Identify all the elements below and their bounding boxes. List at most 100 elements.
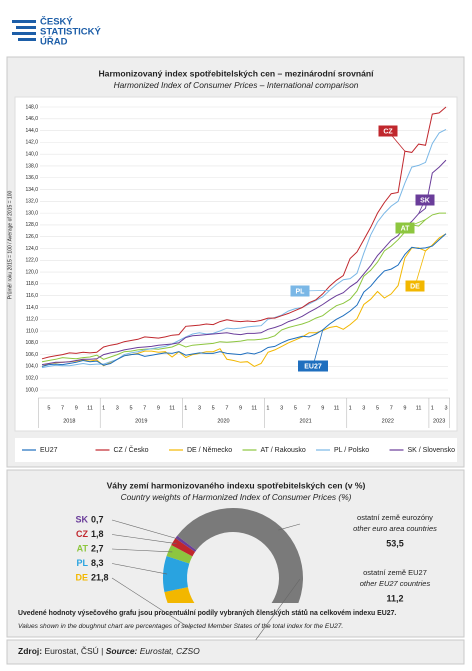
donut: [162, 508, 303, 603]
leader-line: [278, 523, 301, 531]
logo-stripe: [12, 32, 36, 35]
y-tick-label: 144,0: [25, 128, 38, 134]
x-tick-label: 9: [321, 405, 324, 411]
x-tick-label: 11: [334, 405, 340, 411]
slice-name: AT: [77, 543, 89, 553]
legend-label: AT / Rakousko: [261, 447, 306, 454]
y-tick-label: 102,0: [25, 376, 38, 382]
slice-value: 8,3: [91, 558, 104, 568]
leader-line: [111, 519, 180, 540]
leader-line: [111, 563, 168, 575]
y-tick-label: 142,0: [25, 140, 38, 146]
legend-label: CZ / Česko: [114, 445, 149, 454]
slice-name: DE: [75, 572, 88, 582]
series-line: [41, 233, 447, 367]
x-tick-label: 1: [184, 405, 187, 411]
leader-line: [255, 578, 301, 641]
y-tick-label: 118,0: [26, 281, 38, 287]
donut-slice: [164, 587, 195, 603]
panel: [6, 469, 465, 638]
year-label: 2018: [63, 418, 75, 424]
x-tick-label: 5: [47, 405, 50, 411]
x-tick-label: 3: [116, 405, 119, 411]
source: Zdroj: Eurostat, ČSÚ | Source: Eurostat,…: [18, 646, 200, 656]
leader-line: [111, 534, 177, 544]
series-tag: [290, 285, 310, 297]
slice-value: 11,2: [386, 593, 403, 603]
y-tick-label: 130,0: [25, 210, 38, 216]
y-tick-label: 110,0: [26, 328, 38, 334]
chart-title: Váhy zemí harmonizovaného indexu spotřeb…: [107, 480, 366, 490]
donut-slice: [175, 535, 197, 552]
x-tick-label: 11: [251, 405, 257, 411]
y-tick-label: 132,0: [25, 199, 38, 205]
slice-value: 2,7: [91, 543, 104, 553]
slice-name: ostatní země eurozóny: [357, 513, 433, 522]
series-tag: [395, 222, 415, 234]
x-tick-label: 3: [362, 405, 365, 411]
y-tick-label: 140,0: [25, 151, 38, 157]
x-tick-label: 9: [75, 405, 78, 411]
x-tick-label: 3: [444, 405, 447, 411]
chart-subtitle: Harmonized Index of Consumer Prices – In…: [114, 80, 359, 90]
x-tick-label: 11: [87, 405, 93, 411]
chart-title: Harmonizovaný index spotřebitelských cen…: [98, 68, 374, 78]
series-tag: [415, 194, 435, 206]
leader-line: [111, 548, 173, 553]
donut-slice: [162, 555, 190, 592]
logo-text: ÚŘAD: [40, 36, 68, 48]
x-tick-label: 1: [431, 405, 434, 411]
x-tick-label: 5: [376, 405, 379, 411]
legend-label: SK / Slovensko: [408, 447, 456, 454]
y-tick-label: 136,0: [25, 175, 38, 181]
note: Values shown in the doughnut chart are p…: [18, 623, 343, 630]
x-tick-label: 5: [294, 405, 297, 411]
y-tick-label: 124,0: [25, 246, 38, 252]
series-tag: [298, 360, 328, 372]
year-label: 2021: [300, 418, 312, 424]
series-line: [41, 212, 446, 363]
note: Uvedené hodnoty výsečového grafu jsou pr…: [18, 609, 396, 617]
logo-text: ČESKÝ: [40, 16, 73, 28]
logo: ČESKÝ STATISTICKÝ ÚŘAD: [12, 16, 102, 48]
y-tick-label: 114,0: [26, 305, 38, 311]
year-label: 2020: [217, 418, 229, 424]
series-tag-label: SK: [420, 197, 430, 204]
source-part: Eurostat, CZSO: [140, 646, 200, 656]
y-tick-label: 120,0: [25, 269, 38, 275]
x-tick-label: 7: [61, 405, 64, 411]
slice-subname: other euro area countries: [353, 524, 437, 533]
y-tick-label: 126,0: [25, 234, 38, 240]
y-tick-label: 108,0: [25, 340, 38, 346]
y-tick-label: 112,0: [26, 317, 38, 323]
source-part: Zdroj:: [18, 646, 42, 656]
y-tick-label: 134,0: [25, 187, 38, 193]
y-tick-label: 104,0: [25, 364, 38, 370]
legend-label: PL / Polsko: [334, 447, 369, 454]
y-tick-label: 138,0: [25, 163, 38, 169]
donut-slice: [171, 538, 196, 557]
series-tag-label: EU27: [304, 363, 322, 370]
slice-value: 1,8: [91, 529, 104, 539]
x-tick-label: 3: [280, 405, 283, 411]
slice-name: ostatní země EU27: [363, 568, 427, 577]
series-tag-label: PL: [296, 288, 306, 295]
legend-label: DE / Německo: [187, 447, 232, 454]
legend-box: [15, 438, 457, 462]
slice-name: SK: [75, 514, 88, 524]
donut-slice: [177, 508, 303, 603]
series-tag-label: DE: [410, 283, 420, 290]
tag-leader: [414, 250, 426, 287]
series-line: [41, 106, 447, 360]
slice-name: CZ: [76, 529, 88, 539]
panel: [6, 639, 465, 665]
leader-line: [111, 577, 192, 630]
logo-stripe: [12, 20, 36, 23]
x-tick-label: 11: [169, 405, 175, 411]
y-tick-label: 116,0: [26, 293, 38, 299]
x-tick-label: 5: [129, 405, 132, 411]
x-tick-label: 3: [198, 405, 201, 411]
series-tag: [378, 125, 398, 137]
tag-leader: [312, 329, 324, 367]
